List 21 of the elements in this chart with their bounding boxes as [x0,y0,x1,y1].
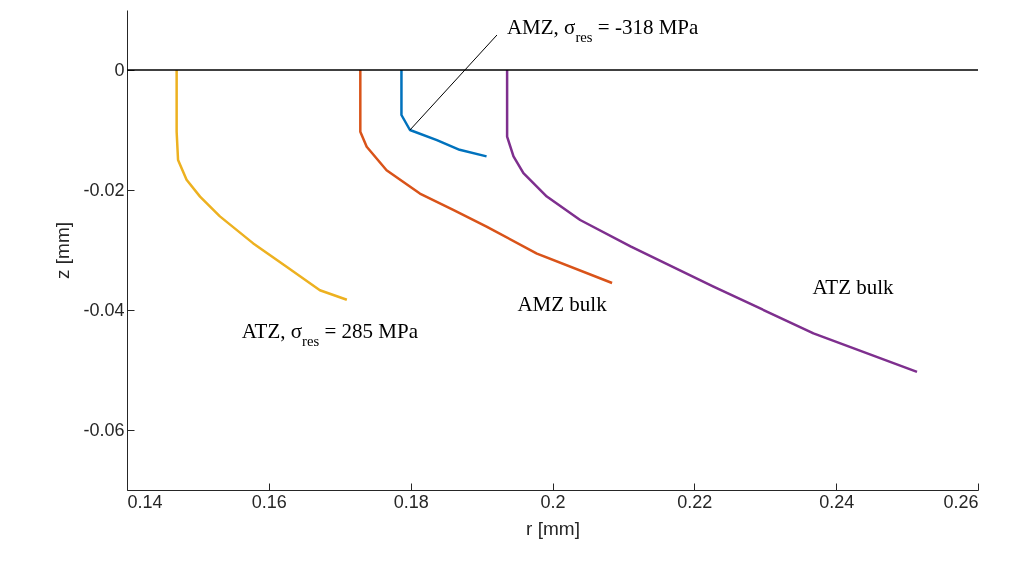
line-series [359,68,614,285]
x-tick-label: 0.22 [677,491,713,512]
line-series [505,68,919,374]
x-tick-label: 0.26 [943,491,979,512]
line-series [400,68,488,158]
text: AMZ, σ$_{res}$ = -318 MPa [506,15,700,45]
x-axis-title: r [mm] [526,517,580,539]
series-label: ATZ bulk [812,274,895,299]
y-axis-title: z [mm] [52,222,74,279]
y-tick-label: -0.06 [83,419,125,440]
x-tick-label: 0.16 [251,491,287,512]
y-tick-label: 0 [114,59,125,80]
x-tick-label: 0.14 [127,491,163,512]
series-label: ATZ, σ$_{res}$ = 285 MPa [241,318,419,349]
y-tick-label: -0.02 [83,179,125,200]
line-series [175,68,349,302]
y-tick-label: -0.04 [83,299,125,320]
series-label: AMZ bulk [517,292,608,316]
x-tick-label: 0.2 [540,491,566,512]
x-tick-label: 0.24 [819,491,855,512]
x-tick-label: 0.18 [393,491,429,512]
